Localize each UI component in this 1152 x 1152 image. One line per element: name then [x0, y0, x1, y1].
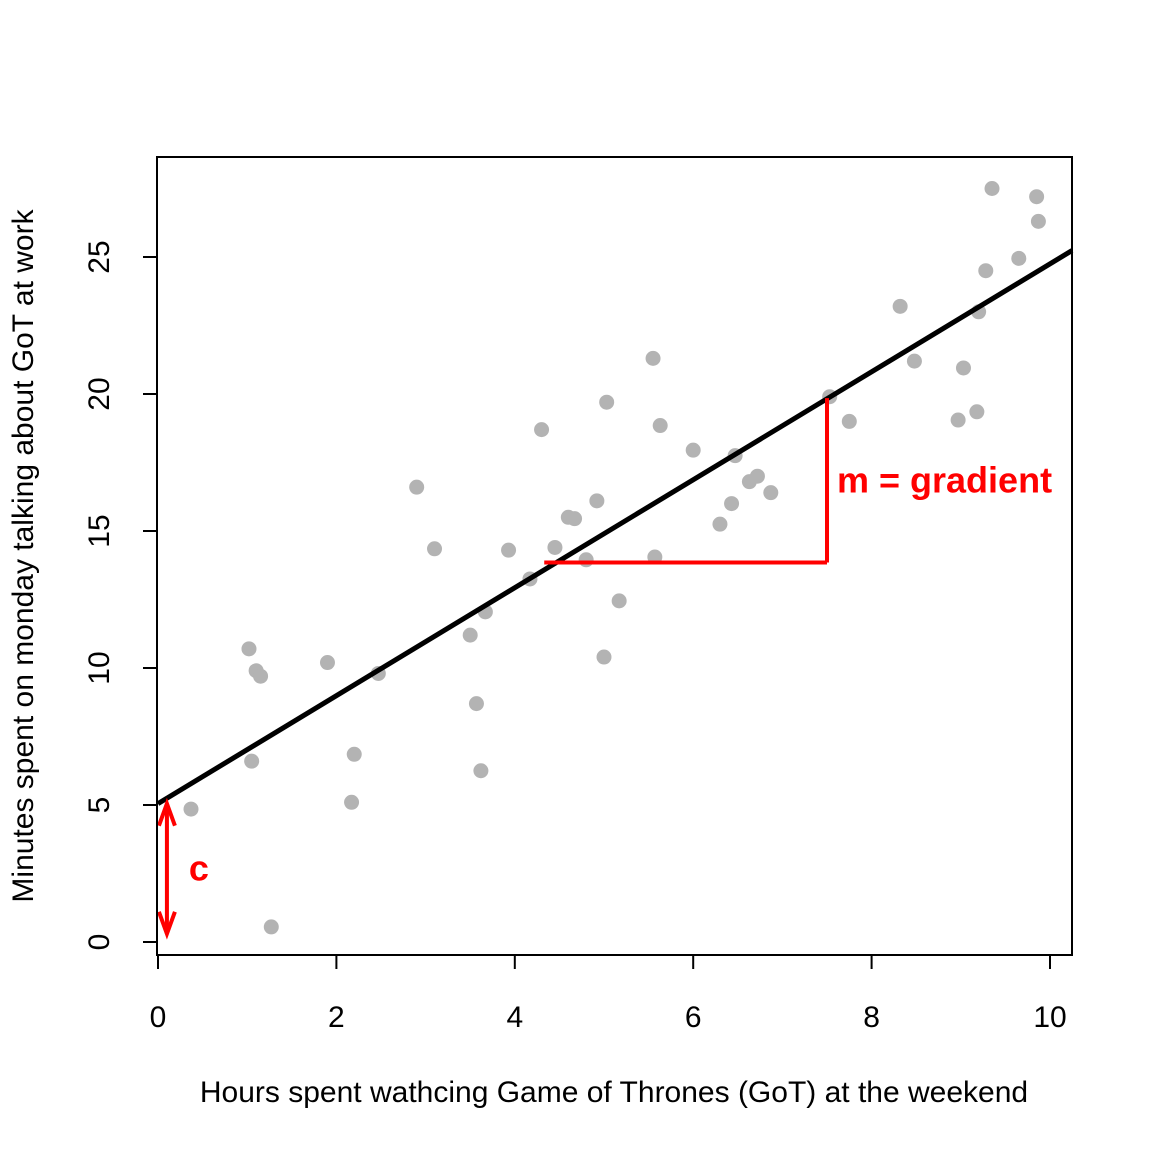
data-point — [599, 394, 615, 410]
y-tick-label: 25 — [83, 240, 116, 273]
data-point — [534, 422, 550, 438]
data-point — [468, 696, 484, 712]
data-point — [319, 655, 335, 671]
data-point — [724, 496, 740, 512]
x-tick-label: 10 — [1033, 1001, 1066, 1034]
data-point — [473, 763, 489, 779]
x-tick-label: 6 — [685, 1001, 702, 1034]
data-point — [984, 181, 1000, 196]
axes-layer: 0 2 4 6 8 10 0 5 10 15 20 25 — [83, 240, 1067, 1034]
data-point — [978, 263, 994, 279]
regression-line — [156, 248, 1074, 806]
x-tick-label: 4 — [506, 1001, 523, 1034]
y-tick-label: 10 — [83, 651, 116, 684]
y-axis-title: Minutes spent on monday talking about Go… — [7, 208, 40, 902]
data-point — [427, 541, 443, 557]
data-point — [1030, 213, 1046, 229]
data-point — [1011, 250, 1027, 266]
y-tick-label: 20 — [83, 377, 116, 410]
data-point — [712, 516, 728, 532]
points-layer — [183, 181, 1046, 935]
data-point — [596, 649, 612, 665]
x-tick-label: 8 — [863, 1001, 880, 1034]
annotation-layer: m = gradient c — [157, 398, 1052, 940]
data-point — [547, 539, 563, 555]
data-point — [685, 442, 701, 458]
intercept-arrow-head-bottom — [157, 911, 177, 940]
x-axis-title: Hours spent wathcing Game of Thrones (Go… — [200, 1076, 1028, 1109]
data-point — [841, 413, 857, 429]
intercept-arrow-head-top — [157, 797, 177, 827]
plot-frame — [156, 156, 1073, 956]
data-point — [652, 418, 668, 434]
data-point — [589, 493, 605, 509]
data-point — [611, 593, 627, 609]
y-tick-label: 0 — [83, 934, 116, 951]
data-point — [241, 641, 257, 657]
y-tick-label: 5 — [83, 797, 116, 814]
y-tick-label: 15 — [83, 514, 116, 547]
data-point — [244, 753, 260, 769]
data-point — [462, 627, 478, 643]
data-point — [183, 801, 199, 817]
data-point — [763, 485, 779, 501]
data-point — [892, 298, 908, 314]
data-point — [749, 468, 765, 484]
data-point — [501, 542, 517, 558]
data-point — [969, 404, 985, 420]
gradient-label: m = gradient — [837, 459, 1052, 500]
data-point — [253, 668, 269, 684]
data-point — [645, 350, 661, 366]
data-point — [263, 919, 279, 935]
data-point — [955, 360, 971, 376]
intercept-label: c — [189, 848, 209, 889]
data-point — [567, 511, 583, 527]
data-point — [906, 353, 922, 369]
data-point — [409, 479, 425, 495]
data-point — [578, 552, 594, 568]
data-point — [344, 794, 360, 810]
data-point — [950, 412, 966, 428]
x-tick-label: 0 — [150, 1001, 167, 1034]
regression-layer — [156, 248, 1074, 806]
data-point — [1029, 189, 1045, 205]
data-point — [346, 746, 362, 762]
x-tick-label: 2 — [328, 1001, 345, 1034]
